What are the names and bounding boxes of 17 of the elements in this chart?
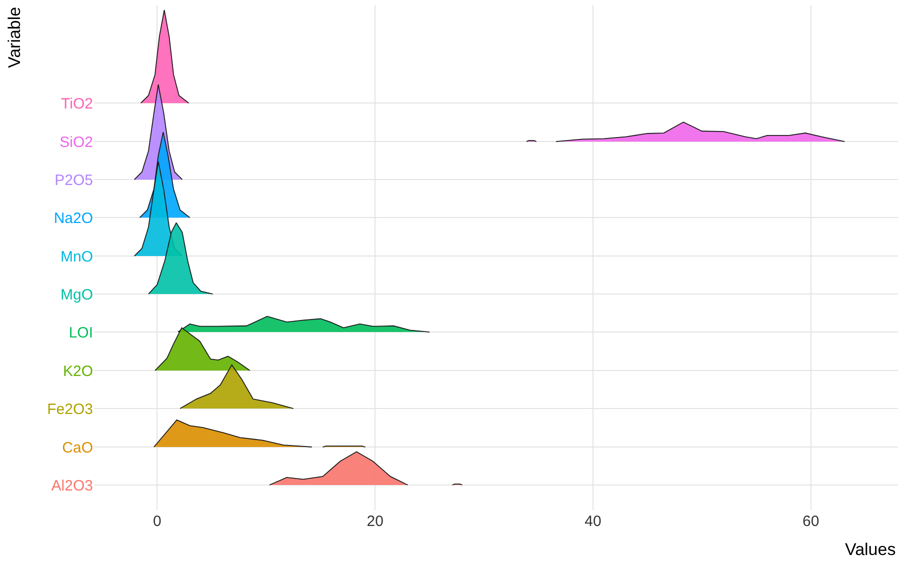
y-axis-title: Variable <box>5 6 24 68</box>
text: MgO <box>60 286 93 304</box>
text: K2O <box>62 362 93 380</box>
text: SiO2 <box>60 134 93 151</box>
text: LOI <box>68 324 93 342</box>
x-tick-label: 20 <box>366 513 384 530</box>
x-tick-label: 40 <box>584 513 602 530</box>
text: CaO <box>62 439 93 456</box>
x-axis-title: Values <box>845 540 896 559</box>
text: TiO2 <box>61 95 93 112</box>
x-tick-label: 60 <box>802 513 820 530</box>
x-tick-label: 0 <box>153 513 162 530</box>
text: P2O5 <box>54 172 93 189</box>
text: Al2O3 <box>51 477 93 494</box>
text: MnO <box>60 248 93 266</box>
text: Fe2O3 <box>47 400 93 418</box>
text: Na2O <box>54 210 93 227</box>
